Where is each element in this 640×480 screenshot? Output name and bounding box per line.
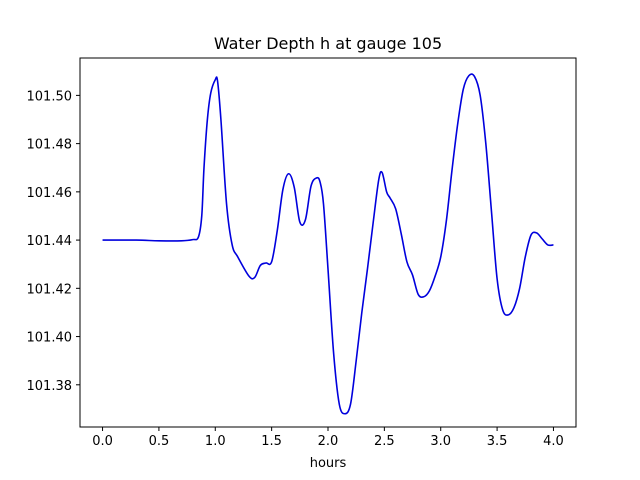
- x-tick-label: 1.0: [205, 434, 226, 449]
- y-tick-label: 101.40: [27, 331, 73, 346]
- plot-area-frame: [79, 57, 577, 428]
- x-tick-label: 0.0: [92, 434, 113, 449]
- chart-title: Water Depth h at gauge 105: [214, 34, 442, 53]
- y-tick-label: 101.46: [27, 186, 73, 201]
- x-axis-label: hours: [310, 456, 347, 471]
- x-tick-label: 4.0: [543, 434, 564, 449]
- series-group: [102, 73, 554, 415]
- x-tick-label: 2.5: [374, 434, 395, 449]
- y-axis: 101.38 101.40 101.42 101.44 101.46 101.48 101.…: [27, 89, 80, 394]
- y-tick-label: 101.44: [27, 234, 73, 249]
- series-line-0: [102, 73, 554, 415]
- y-tick-label: 101.38: [27, 379, 73, 394]
- x-tick-label: 3.0: [430, 434, 451, 449]
- x-axis: 0.0 0.5 1.0 1.5 2.0 2.5 3.0 3.5 4.0: [92, 427, 564, 449]
- y-tick-label: 101.48: [27, 138, 73, 153]
- y-tick-label: 101.50: [27, 89, 73, 104]
- x-tick-label: 1.5: [261, 434, 282, 449]
- y-tick-label: 101.42: [27, 282, 73, 297]
- x-tick-label: 0.5: [149, 434, 170, 449]
- x-tick-label: 3.5: [487, 434, 508, 449]
- x-tick-label: 2.0: [318, 434, 339, 449]
